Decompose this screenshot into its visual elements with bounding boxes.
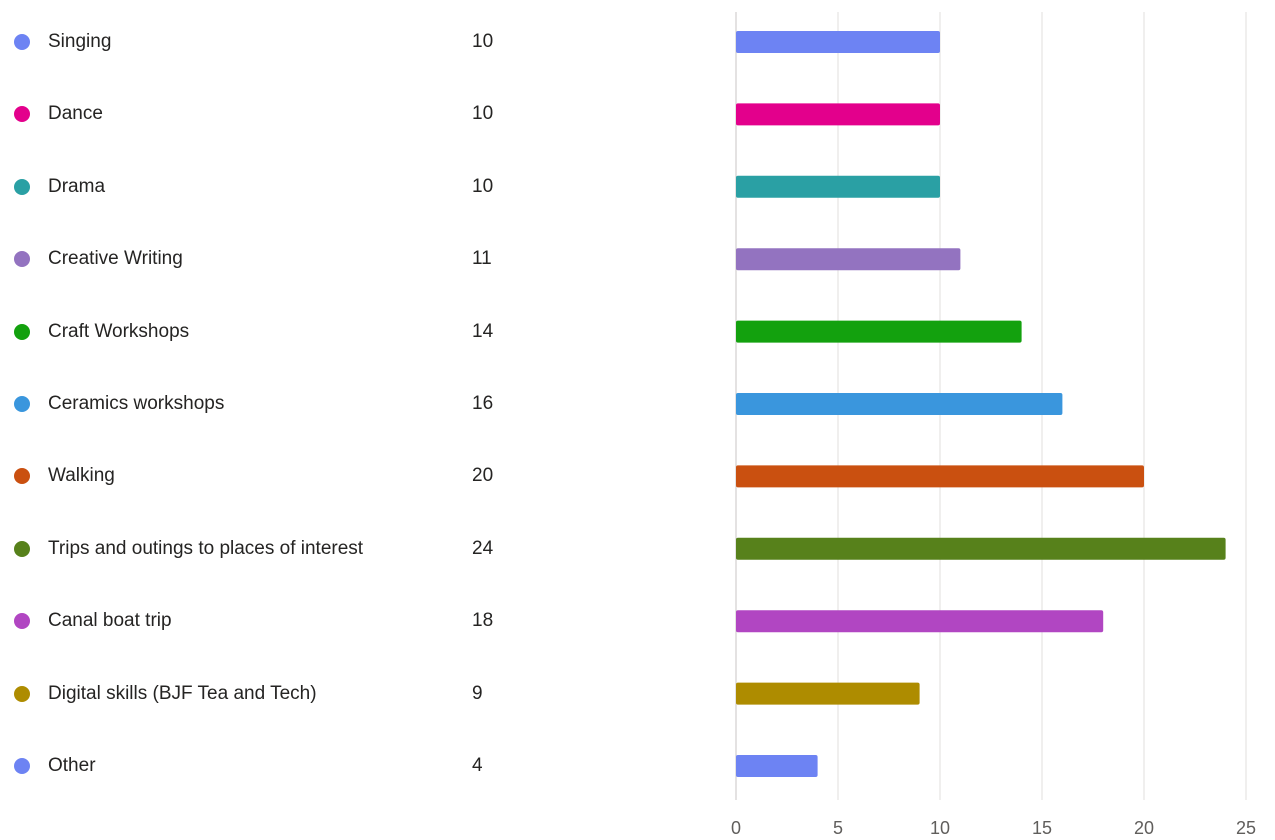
legend-dot-icon xyxy=(14,178,30,195)
legend-count: 14 xyxy=(472,320,494,342)
bar[interactable] xyxy=(736,31,940,53)
legend-item[interactable]: Singing 10 xyxy=(0,27,560,57)
legend-dot-icon xyxy=(14,251,30,268)
legend-item[interactable]: Walking 20 xyxy=(0,461,560,491)
legend-label: Creative Writing xyxy=(48,248,183,270)
bar[interactable] xyxy=(736,465,1144,488)
bar[interactable] xyxy=(736,103,940,126)
legend-dot-icon xyxy=(14,540,30,557)
bar[interactable] xyxy=(736,175,940,198)
legend-dot-icon xyxy=(14,106,30,123)
legend-count: 11 xyxy=(472,248,492,270)
legend-count: 9 xyxy=(472,682,483,704)
x-tick-label: 5 xyxy=(833,818,843,838)
legend-item[interactable]: Other 4 xyxy=(0,751,560,781)
legend-label: Digital skills (BJF Tea and Tech) xyxy=(48,682,317,704)
bar[interactable] xyxy=(736,320,1022,343)
legend-item[interactable]: Drama 10 xyxy=(0,172,560,202)
bar[interactable] xyxy=(736,248,961,271)
legend-dot-icon xyxy=(14,323,30,340)
legend-item[interactable]: Creative Writing 11 xyxy=(0,244,560,274)
legend-count: 10 xyxy=(472,175,494,197)
legend-label: Drama xyxy=(48,175,106,197)
x-tick-label: 20 xyxy=(1134,818,1154,838)
legend-item[interactable]: Dance 10 xyxy=(0,99,560,129)
legend-dot-icon xyxy=(14,613,30,630)
legend-label: Craft Workshops xyxy=(48,320,190,342)
legend-dot-icon xyxy=(14,396,30,412)
legend-label: Singing xyxy=(48,31,112,52)
x-tick-label: 25 xyxy=(1236,818,1256,838)
bar[interactable] xyxy=(736,537,1226,560)
legend-count: 24 xyxy=(472,537,494,559)
legend-count: 20 xyxy=(472,465,494,487)
bar[interactable] xyxy=(736,393,1063,415)
legend-item[interactable]: Canal boat trip 18 xyxy=(0,606,560,636)
legend-label: Walking xyxy=(48,465,115,487)
bar[interactable] xyxy=(736,610,1104,633)
x-tick-label: 10 xyxy=(930,818,950,838)
bar[interactable] xyxy=(736,755,818,777)
legend: Singing 10 Dance 10 Drama 10 Creative Writing 1… xyxy=(0,0,560,840)
legend-label: Trips and outings to places of interest xyxy=(48,537,364,559)
legend-count: 10 xyxy=(472,103,494,125)
legend-item[interactable]: Ceramics workshops 16 xyxy=(0,389,560,419)
x-tick-label: 0 xyxy=(731,818,741,838)
legend-dot-icon xyxy=(14,758,30,774)
legend-item[interactable]: Digital skills (BJF Tea and Tech) 9 xyxy=(0,679,560,709)
x-tick-label: 15 xyxy=(1032,818,1052,838)
legend-label: Other xyxy=(48,755,96,776)
legend-label: Canal boat trip xyxy=(48,610,172,632)
legend-count: 4 xyxy=(472,755,483,776)
legend-label: Ceramics workshops xyxy=(48,393,225,414)
legend-count: 16 xyxy=(472,393,494,414)
legend-label: Dance xyxy=(48,103,103,125)
legend-dot-icon xyxy=(14,685,30,702)
legend-count: 10 xyxy=(472,31,494,52)
legend-item[interactable]: Craft Workshops 14 xyxy=(0,317,560,347)
legend-dot-icon xyxy=(14,468,30,485)
legend-count: 18 xyxy=(472,610,494,632)
legend-dot-icon xyxy=(14,34,30,50)
legend-item[interactable]: Trips and outings to places of interest 2… xyxy=(0,534,560,564)
bar[interactable] xyxy=(736,682,920,705)
